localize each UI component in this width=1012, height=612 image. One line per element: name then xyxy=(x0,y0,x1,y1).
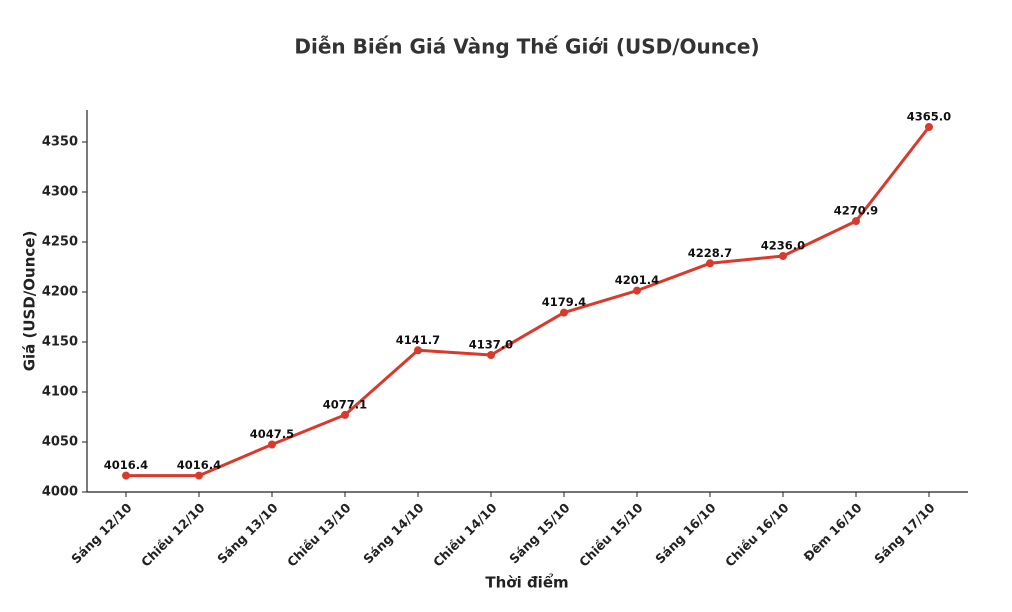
value-label: 4179.4 xyxy=(542,295,586,309)
chart-title: Diễn Biến Giá Vàng Thế Giới (USD/Ounce) xyxy=(294,35,759,59)
x-tick-label: Chiều 13/10 xyxy=(284,500,354,570)
y-tick-label: 4350 xyxy=(42,135,78,150)
line xyxy=(126,126,931,478)
y-tick-label: 4200 xyxy=(42,285,78,300)
y-tick-label: 4300 xyxy=(42,185,78,200)
x-tick-label: Sáng 15/10 xyxy=(506,500,573,567)
x-tick-label: Sáng 12/10 xyxy=(68,500,135,567)
point xyxy=(268,440,276,449)
point xyxy=(852,217,860,226)
point xyxy=(925,123,933,131)
value-label: 4236.0 xyxy=(761,239,805,253)
x-tick-label: Chiều 16/10 xyxy=(722,500,792,570)
value-label: 4201.4 xyxy=(615,273,659,287)
x-axis-label: Thời điểm xyxy=(485,573,568,592)
point xyxy=(560,308,568,317)
point xyxy=(122,471,130,480)
x-tick-label: Chiều 12/10 xyxy=(138,500,208,570)
y-tick-label: 4050 xyxy=(42,435,78,450)
value-label: 4137.0 xyxy=(469,338,513,352)
x-tick-label: Đêm 16/10 xyxy=(800,500,864,564)
x-tick-label: Chiều 15/10 xyxy=(576,500,646,570)
point xyxy=(706,259,714,268)
value-label: 4365.0 xyxy=(907,110,951,124)
y-axis-label: Giá (USD/Ounce) xyxy=(21,231,39,372)
value-label: 4016.4 xyxy=(177,458,221,472)
point xyxy=(779,252,787,260)
y-tick-label: 4100 xyxy=(42,385,78,400)
point xyxy=(487,351,495,359)
point xyxy=(414,346,422,355)
value-label: 4077.1 xyxy=(323,397,367,411)
value-label: 4047.5 xyxy=(250,427,294,441)
y-tick-label: 4250 xyxy=(42,235,78,250)
value-label: 4016.4 xyxy=(104,458,148,472)
value-label: 4270.9 xyxy=(834,204,878,218)
x-tick-label: Sáng 14/10 xyxy=(360,500,427,567)
value-label: 4228.7 xyxy=(688,246,732,260)
point xyxy=(633,286,641,295)
point xyxy=(195,471,203,480)
x-tick-label: Sáng 13/10 xyxy=(214,500,281,567)
y-tick-label: 4150 xyxy=(42,335,78,350)
x-tick-label: Chiều 14/10 xyxy=(430,500,500,570)
y-tick-label: 4000 xyxy=(42,485,78,500)
point xyxy=(341,410,349,419)
x-tick-label: Sáng 16/10 xyxy=(652,500,719,567)
x-tick-label: Sáng 17/10 xyxy=(871,500,938,567)
value-label: 4141.7 xyxy=(396,333,440,347)
